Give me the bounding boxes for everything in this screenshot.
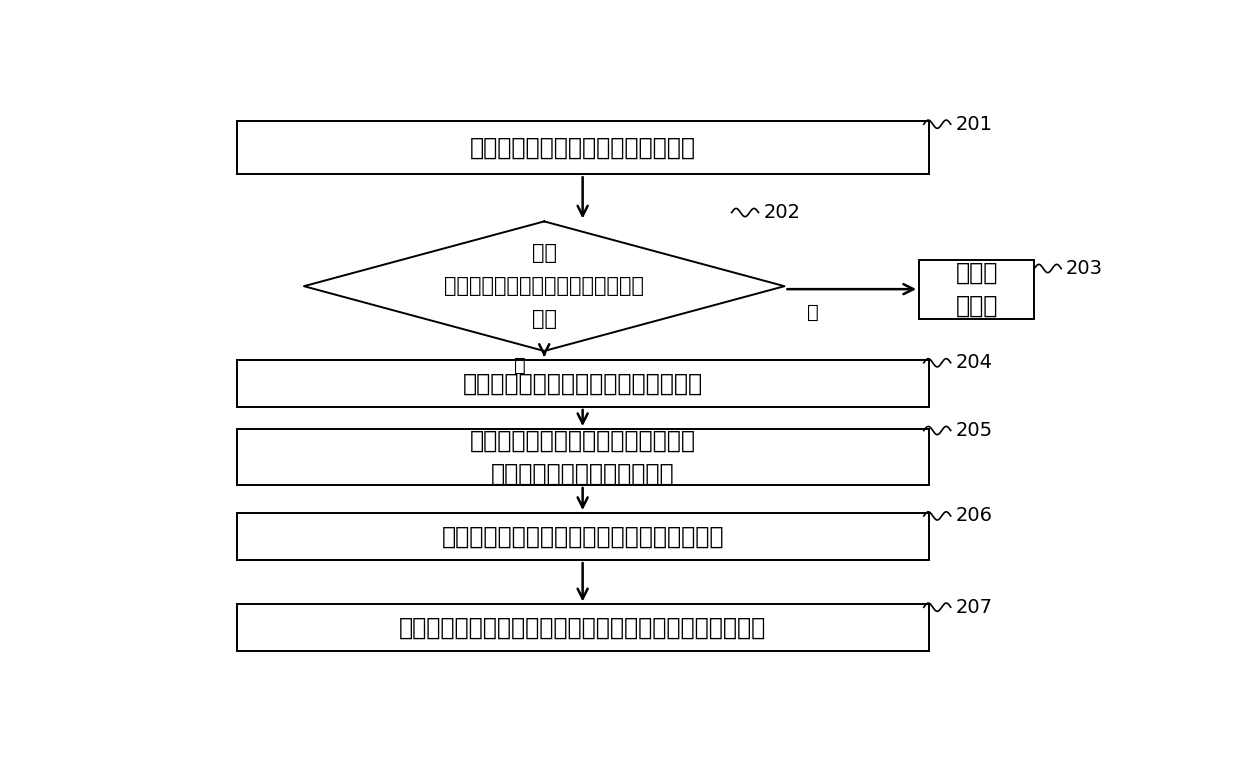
Text: 204: 204 xyxy=(956,353,992,373)
Text: 207: 207 xyxy=(956,597,992,617)
Text: 启用净化单元对风道内的气体进行净化: 启用净化单元对风道内的气体进行净化 xyxy=(463,371,703,396)
Text: 205: 205 xyxy=(956,421,993,440)
Bar xyxy=(237,604,929,652)
Bar xyxy=(237,429,929,485)
Text: 控制空气质量检测单元检测空气质量: 控制空气质量检测单元检测空气质量 xyxy=(470,135,696,160)
Bar xyxy=(919,259,1034,318)
Bar xyxy=(237,121,929,174)
Text: 202: 202 xyxy=(764,203,800,222)
Text: 201: 201 xyxy=(956,115,992,134)
Text: 不做任
何处理: 不做任 何处理 xyxy=(956,260,998,318)
Text: 206: 206 xyxy=(956,506,992,526)
Text: 根据去除效率最高的摆动角度，对导风组件的摆动进行控制: 根据去除效率最高的摆动角度，对导风组件的摆动进行控制 xyxy=(399,616,766,640)
Text: 203: 203 xyxy=(1066,259,1104,278)
Text: 根据去除效率，确定去除效率最高的摆动角度: 根据去除效率，确定去除效率最高的摆动角度 xyxy=(441,525,724,549)
Text: 判断
空气质量指示的污染物浓度是否大于
阈值: 判断 空气质量指示的污染物浓度是否大于 阈值 xyxy=(444,243,645,329)
Bar xyxy=(237,513,929,560)
Text: 检测导风组件摆动至各摆动角度时，
净化单元对污染物的去除效率: 检测导风组件摆动至各摆动角度时， 净化单元对污染物的去除效率 xyxy=(470,428,696,486)
Text: 是: 是 xyxy=(515,356,526,375)
Polygon shape xyxy=(304,221,785,351)
Text: 否: 否 xyxy=(807,303,820,322)
Bar xyxy=(237,360,929,407)
